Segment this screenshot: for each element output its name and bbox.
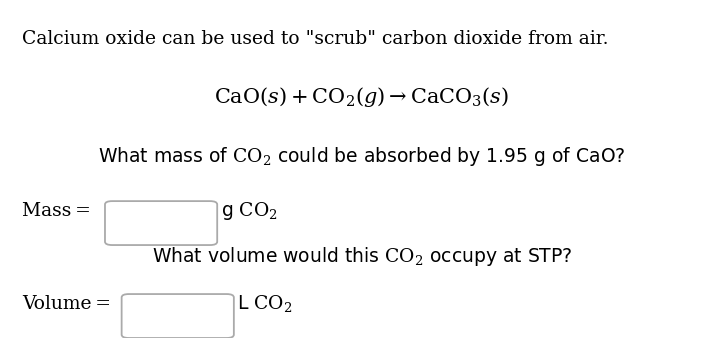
Text: Volume =: Volume = — [22, 295, 111, 313]
FancyBboxPatch shape — [122, 294, 234, 338]
Text: Calcium oxide can be used to "scrub" carbon dioxide from air.: Calcium oxide can be used to "scrub" car… — [22, 30, 608, 48]
Text: L $\mathrm{CO_2}$: L $\mathrm{CO_2}$ — [237, 293, 293, 314]
FancyBboxPatch shape — [105, 201, 217, 245]
Text: Mass =: Mass = — [22, 202, 90, 220]
Text: g $\mathrm{CO_2}$: g $\mathrm{CO_2}$ — [221, 200, 278, 222]
Text: What volume would this $\mathrm{CO_2}$ occupy at STP?: What volume would this $\mathrm{CO_2}$ o… — [152, 245, 572, 268]
Text: What mass of $\mathrm{CO_2}$ could be absorbed by 1.95 g of CaO?: What mass of $\mathrm{CO_2}$ could be ab… — [98, 145, 626, 168]
Text: $\mathrm{CaO}(s) + \mathrm{CO_2}(g) \rightarrow \mathrm{CaCO_3}(s)$: $\mathrm{CaO}(s) + \mathrm{CO_2}(g) \rig… — [214, 85, 510, 109]
